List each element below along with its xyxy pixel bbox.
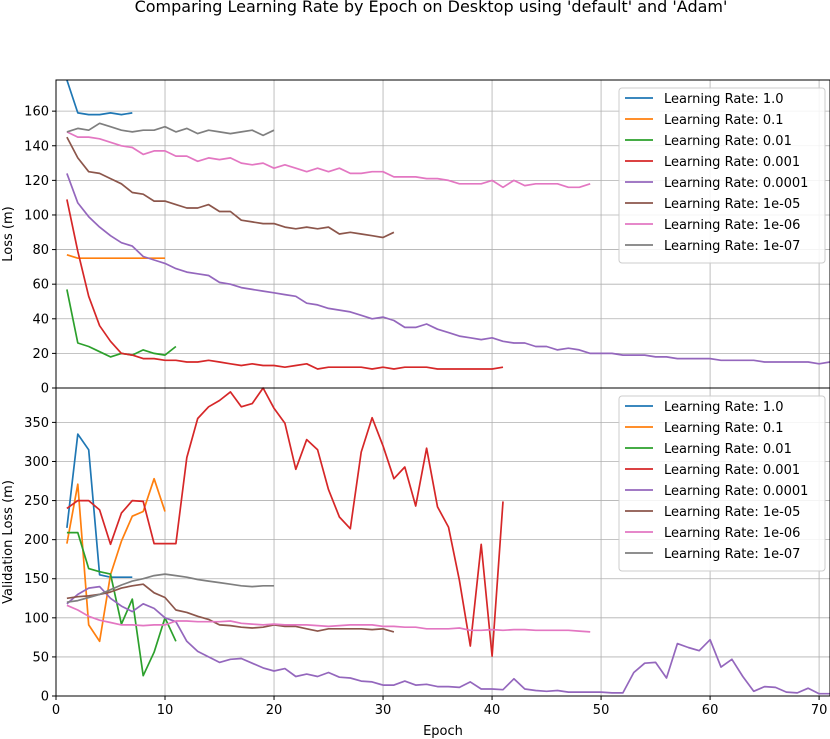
y-tick-label: 80 (32, 243, 49, 258)
legend-label: Learning Rate: 1e-06 (664, 218, 800, 233)
series-line (66, 387, 504, 657)
bottom-panel: 0 50 100 150 200 250 300 350 0 10 20 30 40 50 60 70 Va… (1, 387, 830, 739)
y-tick-label: 160 (24, 105, 49, 120)
series-line (66, 573, 274, 604)
series-line (66, 583, 395, 633)
series-line (66, 289, 177, 358)
y-tick-label: 50 (32, 650, 49, 665)
y-tick-label: 0 (41, 382, 49, 397)
top-legend: Learning Rate: 1.0 Learning Rate: 0.1 Lear… (618, 87, 826, 264)
legend-label: Learning Rate: 0.1 (664, 421, 784, 436)
legend-box (618, 395, 826, 572)
series-line (66, 253, 165, 260)
series-line (66, 131, 591, 189)
top-y-ticks: 0 20 40 60 80 100 120 140 160 (24, 105, 56, 397)
legend-label: Learning Rate: 1e-05 (664, 505, 800, 520)
y-tick-label: 0 (41, 690, 49, 705)
figure-title: Comparing Learning Rate by Epoch on Desk… (135, 0, 728, 16)
x-tick-label: 0 (52, 703, 60, 718)
series-line (66, 122, 275, 137)
series-line (66, 585, 830, 695)
series-line (66, 136, 395, 239)
y-tick-label: 140 (24, 139, 49, 154)
x-tick-label: 40 (484, 703, 501, 718)
x-axis-label: Epoch (423, 724, 463, 739)
top-series (66, 79, 830, 370)
y-tick-label: 40 (32, 312, 49, 327)
legend-label: Learning Rate: 0.001 (664, 155, 800, 170)
series-line (66, 173, 830, 365)
bottom-legend: Learning Rate: 1.0 Learning Rate: 0.1 Lear… (618, 395, 826, 572)
top-y-axis-label: Loss (m) (1, 206, 16, 261)
y-tick-label: 100 (24, 611, 49, 626)
legend-label: Learning Rate: 0.0001 (664, 484, 808, 499)
legend-label: Learning Rate: 1e-06 (664, 526, 800, 541)
y-tick-label: 250 (24, 494, 49, 509)
bottom-y-ticks: 0 50 100 150 200 250 300 350 (24, 416, 56, 705)
y-tick-label: 100 (24, 208, 49, 223)
legend-label: Learning Rate: 0.1 (664, 113, 784, 128)
legend-label: Learning Rate: 0.01 (664, 442, 792, 457)
y-tick-label: 60 (32, 278, 49, 293)
bottom-axes-frame (55, 387, 830, 697)
series-line (66, 604, 591, 633)
series-line (66, 79, 133, 116)
y-tick-label: 20 (32, 347, 49, 362)
y-tick-label: 300 (24, 455, 49, 470)
top-panel: 0 20 40 60 80 100 120 140 160 Loss (m) Learning … (1, 79, 830, 397)
y-tick-label: 350 (24, 416, 49, 431)
y-tick-label: 120 (24, 174, 49, 189)
legend-label: Learning Rate: 0.01 (664, 134, 792, 149)
bottom-y-axis-label: Validation Loss (m) (1, 480, 16, 604)
legend-label: Learning Rate: 1.0 (664, 92, 784, 107)
x-tick-label: 20 (266, 703, 283, 718)
x-tick-label: 60 (702, 703, 719, 718)
series-line (66, 433, 133, 579)
x-tick-label: 50 (593, 703, 610, 718)
bottom-x-ticks: 0 10 20 30 40 50 60 70 (52, 696, 828, 718)
y-tick-label: 150 (24, 572, 49, 587)
bottom-series (66, 387, 830, 695)
x-tick-label: 30 (375, 703, 392, 718)
legend-label: Learning Rate: 1.0 (664, 400, 784, 415)
x-tick-label: 70 (811, 703, 828, 718)
legend-label: Learning Rate: 0.001 (664, 463, 800, 478)
x-tick-label: 10 (157, 703, 174, 718)
y-tick-label: 200 (24, 533, 49, 548)
legend-label: Learning Rate: 1e-07 (664, 239, 800, 254)
series-line (66, 477, 166, 643)
legend-label: Learning Rate: 0.0001 (664, 176, 808, 191)
legend-box (618, 87, 826, 264)
series-line (66, 199, 504, 370)
legend-label: Learning Rate: 1e-05 (664, 197, 800, 212)
legend-label: Learning Rate: 1e-07 (664, 547, 800, 562)
